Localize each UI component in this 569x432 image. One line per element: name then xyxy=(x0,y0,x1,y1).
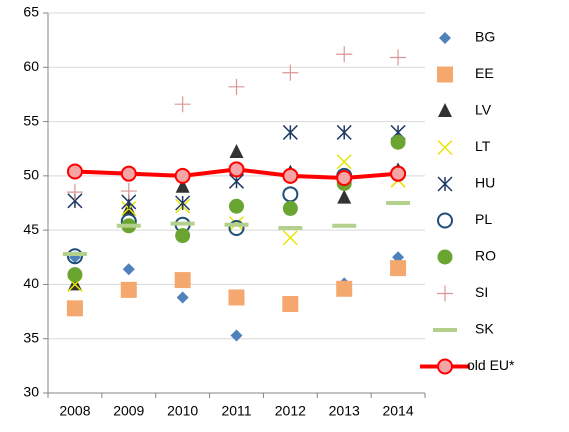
marker xyxy=(120,165,137,182)
marker xyxy=(175,228,191,244)
marker xyxy=(120,281,137,298)
marker xyxy=(174,272,191,289)
legend-label: EE xyxy=(475,65,494,81)
marker xyxy=(175,178,190,193)
marker xyxy=(176,291,189,304)
legend-label: LT xyxy=(475,138,491,154)
marker xyxy=(337,189,352,204)
marker xyxy=(282,186,299,203)
legend-marker xyxy=(437,285,453,302)
x-tick-label: 2010 xyxy=(167,403,198,419)
marker xyxy=(390,165,407,182)
marker xyxy=(390,260,407,277)
marker xyxy=(390,49,407,66)
marker xyxy=(282,167,299,184)
marker xyxy=(336,280,353,297)
marker xyxy=(230,329,243,342)
marker xyxy=(122,263,135,276)
marker xyxy=(175,195,191,211)
marker xyxy=(336,46,353,63)
marker xyxy=(336,154,352,170)
marker xyxy=(336,170,353,187)
marker xyxy=(174,96,191,113)
marker xyxy=(66,248,83,265)
legend-marker xyxy=(438,103,452,117)
y-tick-label: 45 xyxy=(23,221,39,237)
marker xyxy=(229,198,244,214)
marker xyxy=(282,295,299,312)
marker xyxy=(66,300,83,317)
legend-label: HU xyxy=(475,175,495,191)
legend-label: LV xyxy=(475,102,492,118)
legend-marker xyxy=(437,358,453,375)
x-tick-label: 2014 xyxy=(382,403,413,419)
marker xyxy=(228,78,245,95)
legend-marker xyxy=(437,249,453,265)
marker xyxy=(282,64,299,81)
x-tick-label: 2013 xyxy=(329,403,360,419)
legend-marker xyxy=(437,176,453,192)
legend-marker xyxy=(439,32,451,44)
legend-label: old EU* xyxy=(467,357,515,373)
marker xyxy=(229,143,244,158)
marker xyxy=(336,124,352,140)
marker xyxy=(228,219,245,236)
marker xyxy=(282,124,298,140)
legend-label: SK xyxy=(475,321,494,337)
marker xyxy=(282,230,298,246)
legend-marker xyxy=(437,212,453,229)
marker xyxy=(228,289,245,306)
y-tick-label: 30 xyxy=(23,384,39,400)
x-tick-label: 2011 xyxy=(221,403,251,419)
legend-marker xyxy=(437,66,453,83)
marker xyxy=(67,267,83,283)
y-tick-label: 40 xyxy=(23,275,39,291)
x-tick-label: 2008 xyxy=(59,403,90,419)
legend-marker xyxy=(437,139,453,156)
x-tick-label: 2009 xyxy=(113,403,144,419)
marker xyxy=(120,183,137,200)
y-tick-label: 60 xyxy=(23,58,39,74)
y-tick-label: 50 xyxy=(23,167,39,183)
legend-label: SI xyxy=(475,284,488,300)
legend-label: BG xyxy=(475,29,495,45)
marker xyxy=(174,167,191,184)
x-tick-label: 2012 xyxy=(275,403,306,419)
marker xyxy=(282,200,298,216)
y-tick-label: 65 xyxy=(23,4,39,20)
legend-label: RO xyxy=(475,248,496,264)
y-tick-label: 55 xyxy=(23,112,39,128)
y-tick-label: 35 xyxy=(23,329,39,345)
legend-label: PL xyxy=(475,211,492,227)
marker xyxy=(228,161,245,178)
marker xyxy=(66,184,83,201)
marker xyxy=(66,163,83,180)
marker xyxy=(390,134,406,150)
